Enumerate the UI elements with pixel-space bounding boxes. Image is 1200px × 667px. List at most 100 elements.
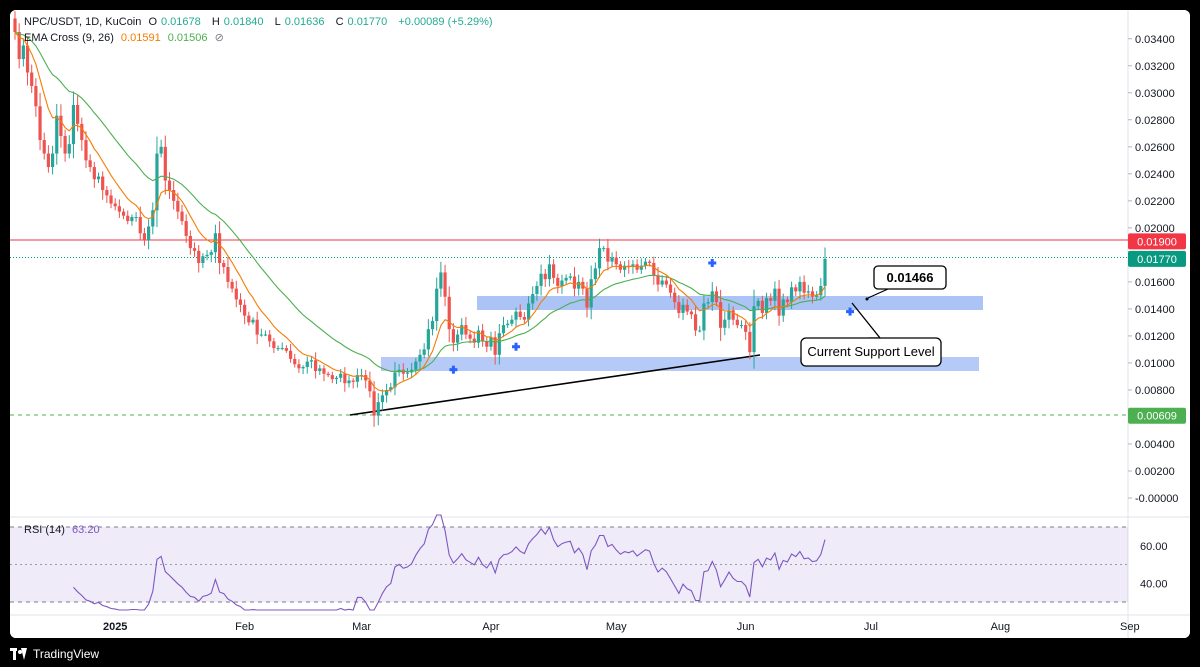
candle [773,281,777,311]
candle-body [468,334,472,339]
candle-body [226,267,230,282]
candle [710,282,714,311]
candle-body [710,291,714,303]
candle [389,382,393,393]
candle-body [351,380,355,382]
candle [698,325,702,333]
ema-legend[interactable]: EMA Cross (9, 26) 0.01591 0.01506 ⊘ [24,31,228,44]
candle [243,299,247,325]
eye-slash-icon[interactable]: ⊘ [214,32,224,44]
candle-body [556,277,560,286]
candle [606,238,610,271]
tradingview-footer[interactable]: TradingView [10,645,99,663]
candle-body [606,248,610,262]
candle-body [748,331,752,353]
candle-body [781,299,785,316]
support-zone-upper [477,296,983,310]
candle [735,313,739,329]
candles-layer [13,11,827,427]
time-tick-label: May [606,621,627,633]
candle-body [522,317,526,320]
candle-body [134,217,138,219]
badge-bg [1128,250,1186,267]
candle-body [460,325,464,335]
time-axis[interactable]: 2025 Feb Mar Apr May Jun Jul Aug Sep [103,621,1140,633]
candle-body [493,337,497,355]
price-tick-label: 0.03200 [1135,61,1175,73]
candle-body [167,180,172,191]
candle [355,368,359,388]
candle [13,11,17,40]
rsi-tick-label: 40.00 [1140,578,1168,590]
rsi-legend[interactable]: RSI (14) 63.20 [24,524,104,536]
candle [693,306,698,336]
candle [130,214,134,226]
candle [184,214,188,243]
candle-body [476,330,481,343]
candle [71,91,76,159]
candle-body [806,291,810,293]
candle [276,345,280,352]
candle-body [272,341,276,349]
candle [764,292,769,320]
price-tick-label: 0.02000 [1135,223,1175,235]
candle-body [238,299,243,305]
candle-body [184,221,188,236]
candle-body [96,176,101,180]
candle [163,135,167,195]
candle-body [180,211,184,222]
candle-body [126,215,130,222]
candle-body [656,275,660,285]
candle [589,265,593,320]
candle-body [518,311,522,318]
price-tick-label: 0.02600 [1135,142,1175,154]
candle-body [794,287,798,292]
candle [42,132,46,160]
candle-body [731,310,735,320]
candle [455,329,460,351]
candle [497,323,501,365]
price-labels: 0.01900 0.01770 0.00609 [1128,233,1186,424]
price-axis[interactable]: 0.03400 0.03200 0.03000 0.02800 0.02600 0.024… [1128,34,1178,505]
candle [823,247,827,297]
candle-body [17,32,21,60]
candle-body [30,72,34,87]
candle-body [343,373,347,384]
candle [777,280,781,326]
candle-body [789,287,794,303]
candle-body [539,273,543,286]
candle [268,330,272,347]
candle [192,242,197,257]
candle [652,256,656,285]
price-tick-label: -0.00000 [1135,493,1178,505]
chart-canvas[interactable]: 0.01466 Current Support Level 0.034000.0… [10,10,1190,638]
candle-body [639,265,643,270]
marker-v [514,342,518,351]
candle-body [205,254,209,257]
candle [794,284,798,296]
candle-body [464,325,468,335]
candle [706,298,710,309]
candle [96,172,101,184]
candle-body [293,358,297,365]
candle-body [610,257,614,262]
candle-body [263,334,268,336]
candle-body [723,319,727,328]
price-callout[interactable]: 0.01466 [865,265,947,301]
signal-marker [449,365,458,374]
candle-body [50,153,55,168]
support-callout[interactable]: Current Support Level [800,302,942,367]
candle-body [92,167,96,180]
candle-body [535,285,539,295]
candle-body [622,265,627,270]
candle [806,284,810,299]
candle-body [318,368,322,372]
candle [188,230,192,255]
candle [543,269,547,287]
candle-body [71,104,76,145]
candle-body [59,115,63,137]
candle-body [63,136,67,154]
candle-body [405,372,410,374]
candle-body [785,299,790,303]
candle [380,389,385,411]
